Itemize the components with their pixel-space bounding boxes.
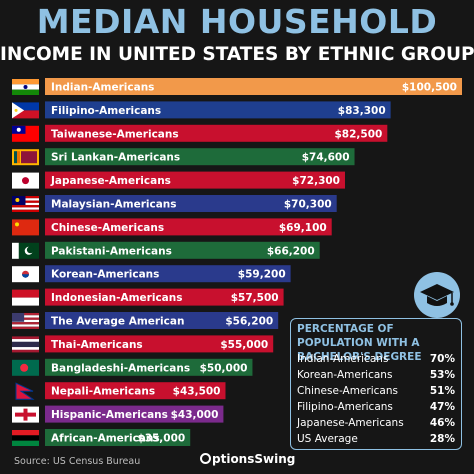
bar-category-label: Korean-Americans [51, 269, 159, 281]
bar-category-label: Thai-Americans [51, 339, 143, 351]
bar-value-label: $69,100 [279, 222, 327, 234]
flag-south-korea-icon [12, 266, 39, 283]
bar [45, 335, 274, 353]
flag-indonesia-icon [12, 289, 39, 306]
bar [45, 382, 226, 400]
bar-category-label: Indian-Americans [51, 82, 154, 94]
bar-value-label: $43,500 [173, 386, 221, 398]
flag-japan-icon [12, 172, 39, 189]
bar [45, 171, 345, 189]
bachelor-degree-percent: 47% [429, 401, 455, 413]
bar-category-label: Filipino-Americans [51, 105, 161, 117]
brand-name: ptionsSwing [212, 452, 296, 466]
bachelor-degree-row: Filipino-Americans 47% [297, 400, 455, 415]
bar-value-label: $55,000 [220, 339, 268, 351]
bachelor-degree-panel [290, 318, 462, 450]
bachelor-degree-group: Korean-Americans [297, 369, 393, 381]
bar-value-label: $82,500 [334, 128, 382, 140]
bar-category-label: Pakistani-Americans [51, 245, 172, 257]
bachelor-degree-group: Filipino-Americans [297, 401, 393, 413]
bar-category-label: Japanese-Americans [50, 175, 171, 187]
bachelor-degree-row: Chinese-Americans 51% [297, 384, 455, 399]
bachelor-degree-percent: 53% [429, 369, 455, 381]
bar [45, 288, 284, 306]
bar-category-label: Sri Lankan-Americans [51, 152, 180, 164]
flag-china-icon [12, 219, 39, 236]
bar-category-label: Taiwanese-Americans [51, 128, 179, 140]
bar [45, 148, 355, 166]
bar [45, 195, 337, 212]
bachelor-degree-row: US Average 28% [297, 432, 455, 447]
flag-bangladesh-icon [12, 359, 39, 376]
flag-india-icon [12, 79, 39, 95]
bachelor-degree-percent: 51% [429, 385, 455, 397]
flag-hispanic-icon [12, 406, 39, 423]
source-note: Source: US Census Bureau [14, 456, 141, 467]
flag-thailand-icon [12, 336, 39, 353]
bar-category-label: The Average American [51, 316, 184, 328]
bar [45, 218, 332, 236]
bar-category-label: Chinese-Americans [51, 222, 164, 234]
bachelor-degree-title: PERCENTAGE OF POPULATION WITH A BACHELOR… [297, 323, 422, 363]
bachelor-degree-group: Japanese-Americans [297, 417, 404, 429]
bachelor-degree-group: Indian-Americans [297, 353, 389, 365]
flag-pan-african-icon [12, 430, 39, 446]
bar-value-label: $43,000 [171, 409, 219, 421]
bar-category-label: Bangladeshi-Americans [51, 362, 190, 374]
bar-category-label: African-Americans [51, 433, 160, 445]
bar-category-label: Malaysian-Americans [51, 199, 177, 211]
bar [45, 101, 391, 119]
flag-malaysia-icon [12, 196, 39, 212]
bar-value-label: $70,300 [284, 199, 332, 211]
bachelor-degree-percent: 46% [429, 417, 455, 429]
bachelor-degree-row: Indian-Americans 70% [297, 352, 455, 367]
bar-value-label: $74,600 [302, 152, 350, 164]
flag-philippines-icon [12, 102, 39, 119]
graduation-cap-icon [414, 272, 460, 318]
bachelor-degree-percent: 28% [429, 433, 455, 445]
bar [45, 312, 279, 329]
bar [45, 429, 191, 446]
bar-value-label: $83,300 [338, 105, 386, 117]
bar-value-label: $57,500 [231, 292, 279, 304]
bar [45, 358, 253, 376]
bar-category-label: Nepali-Americans [51, 386, 155, 398]
brand-o-icon [200, 453, 211, 464]
brand-logo: ptionsSwing [200, 452, 295, 466]
flag-usa-icon [12, 313, 39, 329]
bachelor-degree-group: Chinese-Americans [297, 385, 398, 397]
bar-category-label: Hispanic-Americans [51, 409, 168, 421]
bar-category-label: Indonesian-Americans [51, 292, 182, 304]
bar-value-label: $66,200 [267, 245, 315, 257]
chart-subtitle: INCOME IN UNITED STATES BY ETHNIC GROUP [0, 44, 474, 65]
bar-value-label: $35,000 [137, 433, 185, 445]
bar [45, 124, 388, 142]
bar-value-label: $59,200 [238, 269, 286, 281]
bachelor-degree-row: Korean-Americans 53% [297, 368, 455, 383]
bar-value-label: $100,500 [402, 82, 457, 94]
flag-sri-lanka-icon [12, 149, 39, 166]
chart-title: MEDIAN HOUSEHOLD [36, 2, 438, 41]
flag-taiwan-icon [12, 125, 39, 142]
bar [45, 78, 462, 95]
bachelor-degree-row: Japanese-Americans 46% [297, 416, 455, 431]
bar [45, 241, 320, 259]
bar-value-label: $72,300 [292, 175, 340, 187]
bar [45, 265, 291, 283]
flag-nepal-icon [12, 382, 39, 400]
flag-pakistan-icon [12, 242, 39, 259]
bar-value-label: $56,200 [225, 316, 273, 328]
bachelor-degree-group: US Average [297, 433, 358, 445]
bachelor-degree-percent: 70% [429, 353, 455, 365]
bar-value-label: $50,000 [200, 362, 248, 374]
bar [45, 405, 224, 423]
